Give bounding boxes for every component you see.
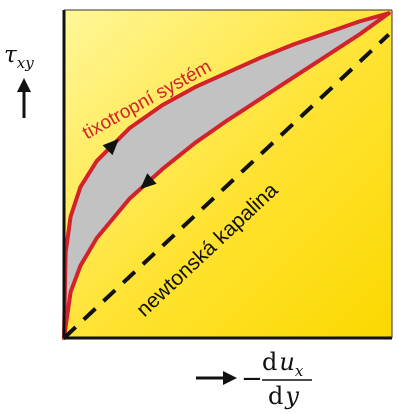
series-layer bbox=[62, 11, 391, 340]
x-axis-label-sign: − bbox=[241, 364, 263, 394]
loop-area-fill bbox=[64, 13, 389, 339]
y-axis-arrow-head bbox=[17, 78, 31, 92]
x-axis-label-denominator: dy bbox=[268, 382, 299, 410]
x-axis-label-fraction: dux dy bbox=[262, 348, 312, 410]
x-axis-arrow-head bbox=[223, 371, 237, 385]
newtonian-dashed-line bbox=[62, 33, 391, 340]
x-axis-label-group: − dux dy bbox=[196, 348, 312, 410]
y-axis-label: τxy bbox=[4, 42, 34, 72]
loop-lower-curve bbox=[62, 11, 391, 340]
loop-upper-curve bbox=[62, 11, 391, 340]
loading-direction-arrow bbox=[102, 138, 119, 156]
x-axis-label-numerator: dux bbox=[262, 348, 304, 380]
y-axis-label-group: τxy bbox=[4, 42, 34, 118]
unloading-direction-arrow bbox=[140, 173, 157, 190]
